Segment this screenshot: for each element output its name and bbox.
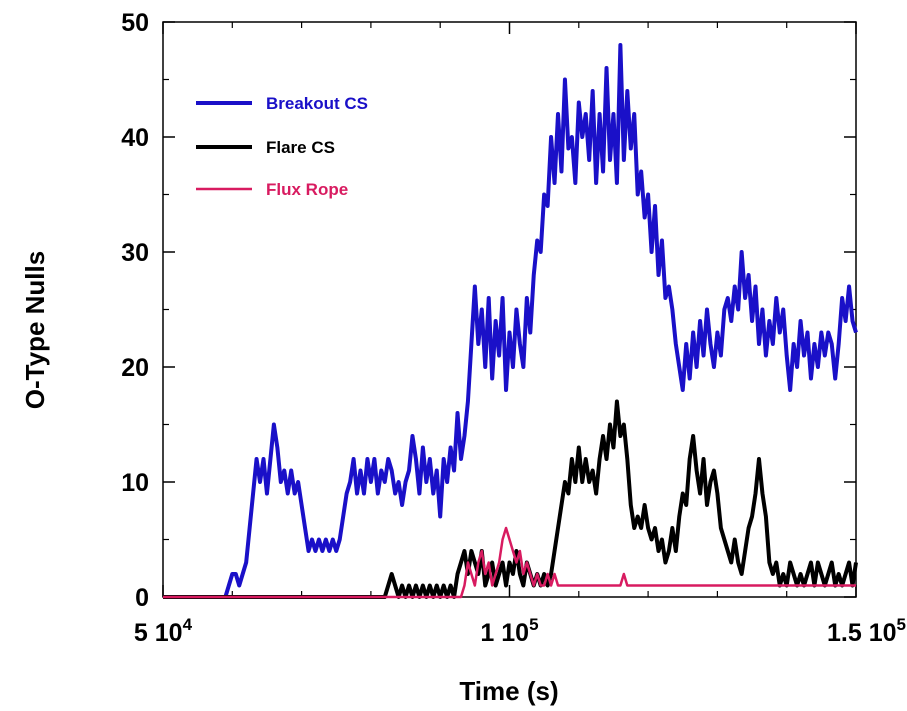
y-tick-label: 30 [121,239,149,267]
x-tick-label: 1 105 [480,615,538,647]
x-tick-exponent: 5 [897,615,906,634]
x-axis-title: Time (s) [459,676,558,706]
series-line-flare-cs [163,399,858,599]
series-line-flux-rope [163,526,856,599]
series-layer [163,43,858,599]
y-tick-label: 20 [121,354,149,382]
y-tick-label: 40 [121,124,149,152]
x-tick-exponent: 4 [183,615,193,634]
x-tick-mantissa: 5 10 [134,619,183,647]
y-tick-label: 10 [121,469,149,497]
y-tick-label: 50 [121,9,149,37]
series-line-breakout-cs [163,43,858,599]
x-tick-label: 1.5 105 [827,615,906,647]
legend-label: Flux Rope [266,180,348,199]
x-tick-exponent: 5 [529,615,538,634]
y-axis-title: O-Type Nulls [20,251,50,409]
y-tick-label: 0 [135,584,149,612]
x-tick-mantissa: 1 10 [480,619,529,647]
legend-label: Breakout CS [266,94,368,113]
x-tick-label: 5 104 [134,615,193,647]
legend: Breakout CS Flare CS Flux Rope [196,94,368,199]
legend-label: Flare CS [266,138,335,157]
x-tick-mantissa: 1.5 10 [827,619,897,647]
